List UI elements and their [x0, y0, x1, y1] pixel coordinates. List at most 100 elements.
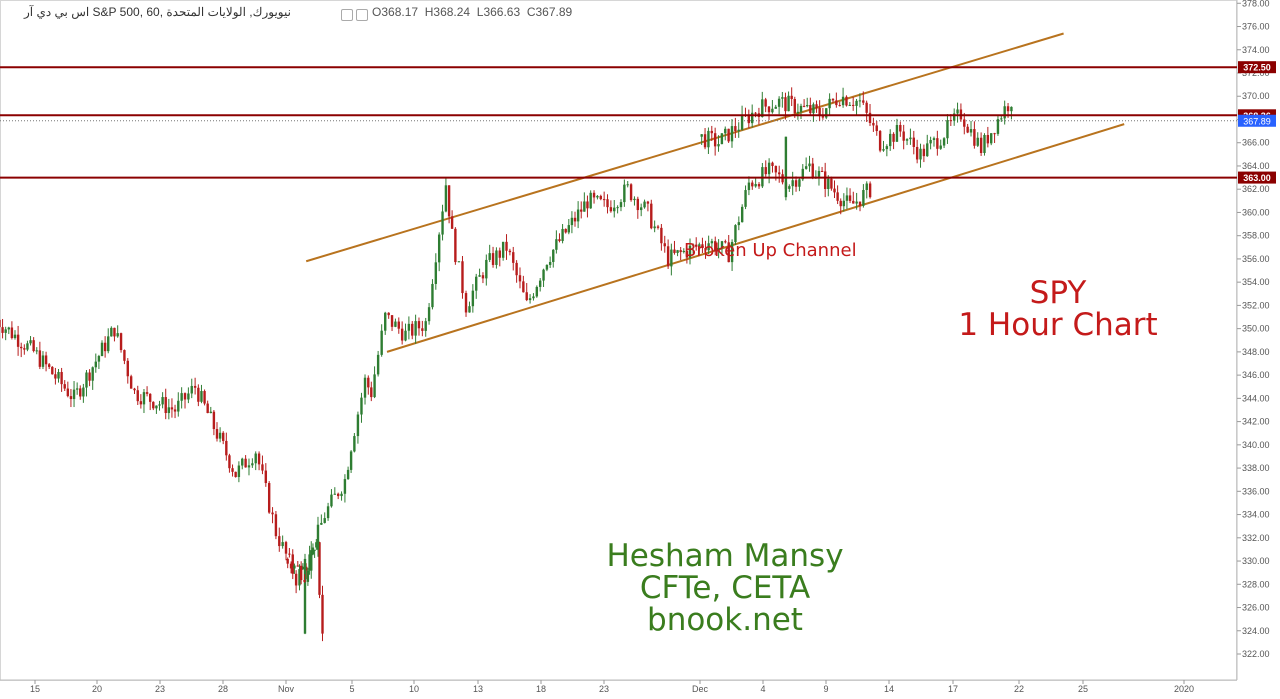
candle-body — [774, 106, 777, 109]
candle-body — [589, 192, 592, 209]
candle-body — [411, 323, 414, 336]
y-tick-label: 378.00 — [1242, 0, 1270, 8]
candle-body — [278, 536, 281, 547]
candle-body — [767, 106, 771, 113]
candle-body — [734, 225, 737, 243]
candle-body — [771, 162, 774, 166]
candle-body — [321, 594, 324, 634]
candle-body — [656, 226, 660, 228]
candle-body — [592, 192, 596, 198]
candle-body — [583, 201, 586, 212]
candle-body — [261, 464, 264, 471]
candle-body — [376, 354, 380, 375]
candle-body — [41, 355, 45, 367]
visibility-icon[interactable] — [341, 9, 353, 21]
candle-body — [790, 95, 793, 100]
candle-body — [548, 261, 552, 265]
candle-body — [885, 146, 889, 150]
candle-body — [809, 105, 812, 114]
candle-body — [91, 367, 94, 381]
candle-body — [257, 453, 261, 465]
candle-body — [107, 336, 110, 352]
x-tick-label: 4 — [760, 684, 765, 694]
candle-body — [119, 333, 123, 351]
candle-body — [831, 98, 835, 101]
candle-body — [116, 333, 119, 337]
candle-body — [284, 542, 288, 554]
settings-icon[interactable] — [356, 9, 368, 21]
candle-body — [525, 292, 528, 301]
candle-body — [564, 228, 567, 233]
candle-body — [197, 387, 200, 402]
candle-body — [720, 133, 724, 145]
candle-body — [103, 342, 107, 352]
candle-body — [498, 250, 501, 258]
candle-body — [177, 400, 180, 412]
candle-body — [868, 183, 872, 198]
candle-body — [820, 170, 824, 172]
candle-body — [4, 329, 7, 333]
candle-body — [815, 104, 818, 108]
candle-body — [695, 244, 698, 247]
y-tick-label: 366.00 — [1242, 138, 1270, 148]
candle-body — [264, 470, 268, 484]
candle-body — [142, 392, 146, 405]
indicator-toggle-icons[interactable] — [341, 8, 371, 26]
candle-body — [294, 573, 298, 586]
candle-body — [939, 145, 942, 149]
candle-body — [899, 125, 902, 132]
candle-body — [522, 281, 525, 293]
candle-body — [895, 125, 899, 142]
candle-body — [417, 321, 421, 329]
candle-body — [788, 186, 791, 189]
candle-body — [289, 563, 293, 569]
candle-body — [296, 565, 299, 567]
candle-body — [717, 144, 720, 147]
y-tick-label: 338.00 — [1242, 463, 1270, 473]
candle-body — [384, 312, 387, 331]
candle-body — [180, 393, 183, 401]
candle-body — [754, 112, 757, 114]
candle-body — [126, 360, 129, 377]
candle-body — [691, 244, 695, 246]
candle-body — [744, 190, 747, 207]
level-badge-label: 372.50 — [1243, 63, 1271, 73]
candle-body — [771, 108, 774, 113]
y-tick-label: 348.00 — [1242, 347, 1270, 357]
candle-body — [444, 185, 448, 212]
candle-body — [298, 569, 301, 586]
candle-body — [152, 401, 155, 409]
x-tick-label: 20 — [92, 684, 102, 694]
y-tick-label: 330.00 — [1242, 556, 1270, 566]
low-label: L — [476, 5, 484, 19]
candle-body — [825, 108, 828, 118]
candle-body — [218, 432, 222, 439]
candle-body — [619, 202, 623, 208]
candle-body — [842, 200, 846, 207]
candle-body — [1000, 118, 1003, 120]
candle-body — [397, 321, 400, 329]
candle-body — [323, 518, 326, 523]
candle-body — [421, 328, 424, 331]
candle-body — [613, 207, 616, 212]
candle-body — [535, 286, 539, 297]
candle-body — [123, 350, 126, 361]
candle-body — [450, 216, 454, 229]
candle-body — [310, 550, 313, 571]
candle-body — [757, 184, 761, 187]
candle-body — [387, 312, 390, 316]
candle-body — [234, 471, 237, 478]
candle-body — [303, 580, 306, 582]
candle-body — [576, 209, 580, 222]
x-tick-label: 5 — [349, 684, 354, 694]
candle-body — [281, 542, 284, 547]
author-name: Hesham Mansy — [606, 538, 844, 574]
x-tick-label: 9 — [823, 684, 828, 694]
candle-body — [301, 566, 305, 570]
candle-body — [75, 388, 79, 390]
candle-body — [936, 138, 939, 149]
candle-body — [852, 200, 855, 204]
high-label: H — [424, 5, 434, 19]
candle-body — [646, 201, 650, 204]
